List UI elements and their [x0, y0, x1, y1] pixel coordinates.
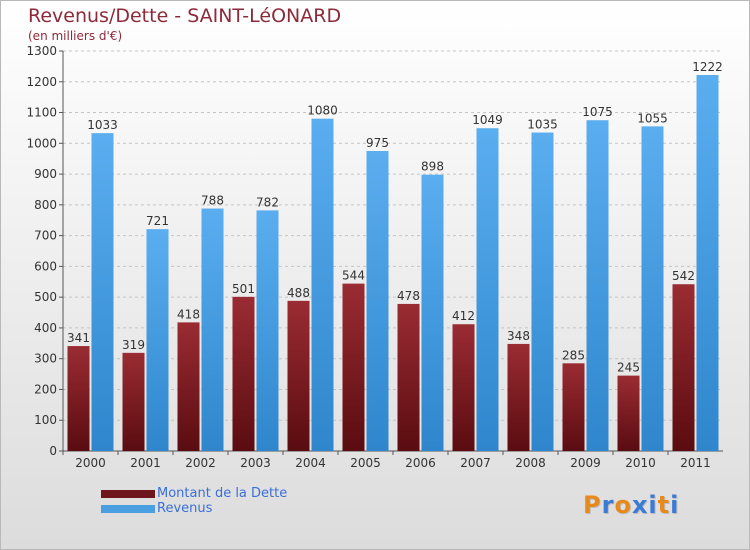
bar-dette	[397, 303, 420, 451]
y-tick-label: 1300	[26, 44, 57, 58]
grid-layer	[63, 50, 723, 421]
data-label-revenus: 1222	[692, 60, 723, 74]
y-tick-label: 700	[34, 229, 57, 243]
data-label-revenus: 1033	[87, 118, 118, 132]
x-tick-label: 2002	[185, 456, 216, 470]
data-label-revenus: 1055	[637, 111, 668, 125]
y-tick-label: 1100	[26, 106, 57, 120]
data-label-revenus: 1075	[582, 105, 613, 119]
bar-revenus	[146, 229, 169, 451]
x-tick-label: 2010	[625, 456, 656, 470]
bar-revenus	[531, 132, 554, 452]
bar-revenus	[311, 118, 334, 451]
data-label-dette: 488	[287, 286, 310, 300]
bar-revenus	[641, 126, 664, 451]
x-tick-label: 2004	[295, 456, 326, 470]
data-label-dette: 245	[617, 361, 640, 375]
bar-layer	[67, 75, 719, 452]
data-label-dette: 341	[67, 331, 90, 345]
bar-dette	[342, 283, 365, 451]
bar-dette	[507, 343, 530, 451]
data-label-revenus: 975	[366, 136, 389, 150]
bar-revenus	[256, 210, 279, 451]
bar-dette	[122, 352, 145, 451]
y-tick-label: 100	[34, 413, 57, 427]
bar-revenus	[91, 133, 114, 451]
data-label-dette: 478	[397, 289, 420, 303]
x-tick-label: 2000	[75, 456, 106, 470]
bar-dette	[672, 284, 695, 451]
bar-revenus	[586, 120, 609, 451]
y-tick-label: 500	[34, 290, 57, 304]
y-tick-label: 0	[49, 444, 57, 458]
data-label-revenus: 721	[146, 214, 169, 228]
bar-dette	[287, 300, 310, 451]
bar-dette	[232, 296, 255, 451]
label-layer: 341 1033 319 721 418 788 501 782 488 1080 544 975 47…	[67, 60, 723, 375]
data-label-dette: 418	[177, 307, 200, 321]
legend-label-revenus: Revenus	[157, 501, 213, 516]
x-tick-label: 2009	[570, 456, 601, 470]
x-tick-label: 2001	[130, 456, 161, 470]
x-tick-label: 2003	[240, 456, 271, 470]
data-label-revenus: 1080	[307, 104, 338, 118]
legend-label-debt: Montant de la Dette	[157, 486, 288, 501]
bar-revenus	[366, 151, 389, 451]
data-label-dette: 501	[232, 282, 255, 296]
x-tick-label: 2007	[460, 456, 491, 470]
bar-dette	[562, 363, 585, 451]
legend-item-revenus: Revenus	[101, 501, 287, 516]
data-label-dette: 319	[122, 338, 145, 352]
bar-dette	[67, 346, 90, 451]
legend: Montant de la Dette Revenus	[101, 486, 287, 516]
bar-dette	[452, 324, 475, 451]
bar-dette	[617, 375, 640, 451]
data-label-dette: 542	[672, 269, 695, 283]
bar-dette	[177, 322, 200, 451]
axis-layer: 0 100 200 300 400 500 600 700 800 900 1000 1100 1200…	[26, 44, 723, 470]
y-tick-label: 400	[34, 321, 57, 335]
y-tick-label: 1200	[26, 75, 57, 89]
data-label-revenus: 788	[201, 194, 224, 208]
bar-revenus	[201, 208, 224, 451]
data-label-revenus: 1049	[472, 113, 503, 127]
data-label-dette: 348	[507, 329, 530, 343]
y-tick-label: 300	[34, 352, 57, 366]
x-tick-label: 2006	[405, 456, 436, 470]
x-tick-label: 2008	[515, 456, 546, 470]
bar-revenus	[476, 128, 499, 451]
data-label-revenus: 898	[421, 160, 444, 174]
x-tick-label: 2005	[350, 456, 381, 470]
y-tick-label: 900	[34, 167, 57, 181]
y-tick-label: 800	[34, 198, 57, 212]
chart-title: Revenus/Dette - SAINT-LéONARD	[28, 5, 342, 27]
legend-swatch-revenus	[101, 504, 155, 513]
bar-revenus	[696, 75, 719, 451]
x-tick-label: 2011	[680, 456, 711, 470]
y-tick-label: 200	[34, 382, 57, 396]
data-label-dette: 544	[342, 269, 365, 283]
legend-item-debt: Montant de la Dette	[101, 486, 287, 501]
data-label-dette: 285	[562, 348, 585, 362]
bar-revenus	[421, 174, 444, 451]
data-label-revenus: 1035	[527, 118, 558, 132]
data-label-dette: 412	[452, 309, 475, 323]
y-tick-label: 1000	[26, 136, 57, 150]
proxiti-logo: Proxiti	[583, 491, 680, 519]
y-tick-label: 600	[34, 259, 57, 273]
legend-swatch-debt	[101, 489, 155, 498]
data-label-revenus: 782	[256, 195, 279, 209]
chart-subtitle: (en milliers d'€)	[28, 29, 123, 43]
